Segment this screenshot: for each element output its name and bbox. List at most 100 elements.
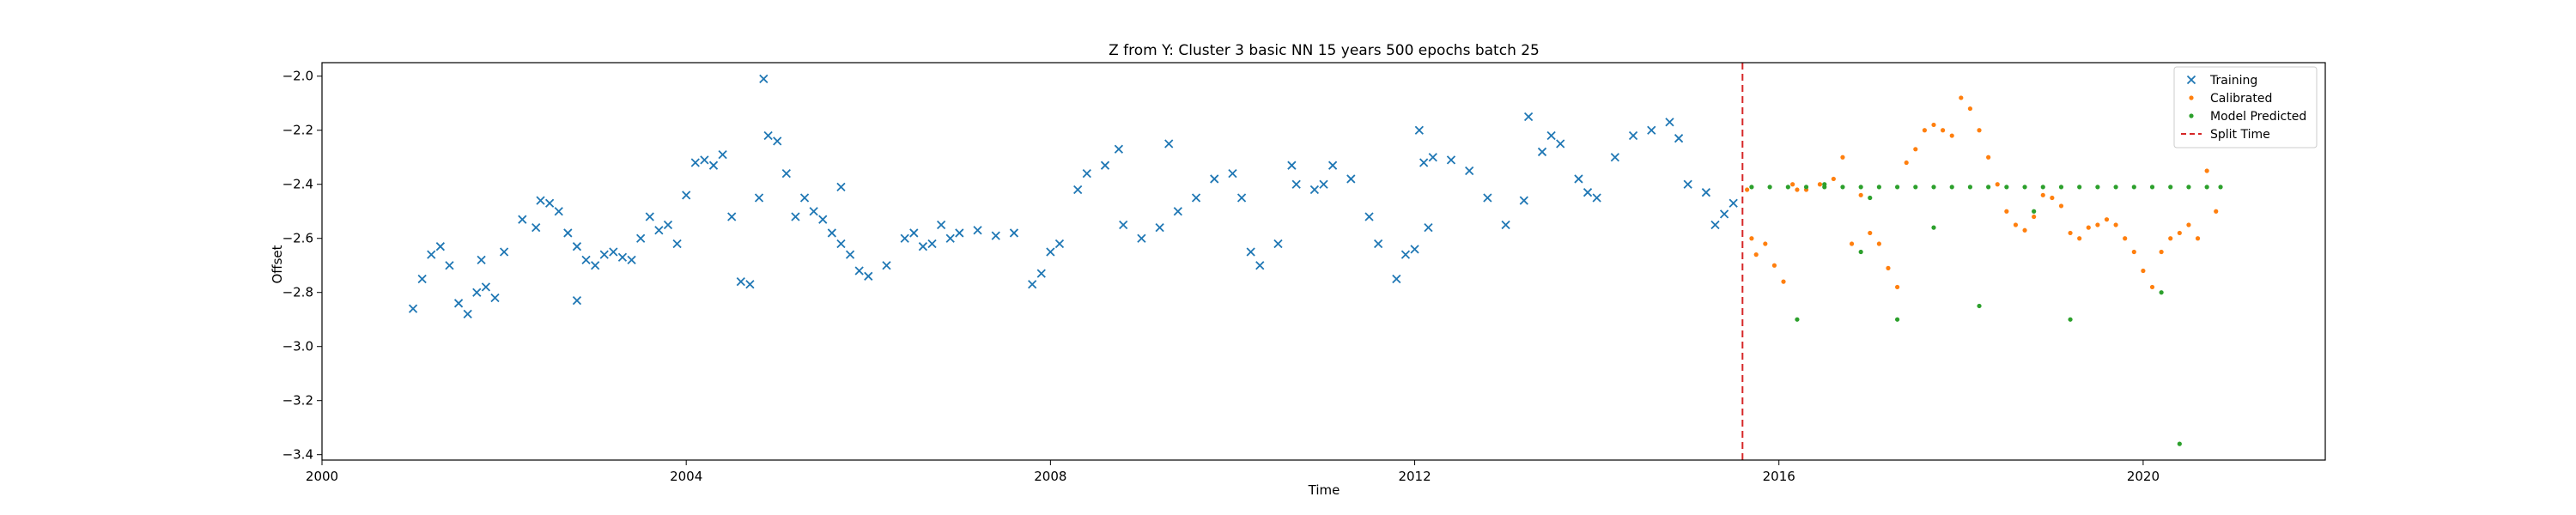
point-model-predicted [2058,185,2064,190]
point-training [1119,220,1128,230]
point-training [1628,130,1638,141]
point-training [918,242,928,251]
point-calibrated [1886,265,1891,270]
point-training [1191,193,1201,203]
point-training [1100,161,1110,170]
x-axis-ticks: 2000 2004 2008 2012 2016 2020 [306,460,2160,484]
point-training [809,207,818,216]
y-tick-label: −2.0 [283,69,313,84]
y-tick-label: −2.2 [283,123,313,138]
point-calibrated [1894,284,1900,290]
point-calibrated [2032,214,2037,220]
point-calibrated [2113,222,2118,227]
point-model-predicted [1795,317,1800,322]
point-training [445,261,454,270]
point-model-predicted [1822,182,1827,187]
legend-entry-model-predicted: Model Predicted [2189,110,2306,124]
point-model-predicted [2218,185,2223,190]
point-calibrated [1840,154,1845,160]
point-training [1173,207,1182,216]
point-model-predicted [1977,303,1982,309]
point-training [1414,125,1424,135]
y-tick-label: −3.0 [283,339,313,354]
point-training [727,212,737,221]
point-training [836,182,846,192]
x-tick-label: 2020 [2127,469,2160,484]
point-calibrated [2013,222,2019,227]
point-training [1546,130,1556,141]
point-calibrated [1858,192,1863,197]
point-training [1483,193,1492,203]
point-training [791,212,800,221]
point-training [1291,179,1301,189]
point-training [590,261,600,270]
point-model-predicted [1858,249,1863,255]
point-training [536,196,545,205]
point-model-predicted [2032,209,2037,214]
point-training [836,239,846,249]
point-model-predicted [1785,185,1790,190]
point-training [1082,168,1091,179]
point-training [973,226,982,235]
point-calibrated [1977,128,1982,133]
point-training [1246,247,1255,257]
legend-label: Model Predicted [2210,110,2306,124]
y-tick-label: −2.6 [283,231,313,246]
point-calibrated [2168,236,2173,241]
point-training [1574,174,1583,184]
point-calibrated [1790,182,1795,187]
x-tick-label: 2000 [306,469,338,484]
point-model-predicted [2095,185,2100,190]
point-training [736,276,745,287]
point-training [654,226,664,235]
point-training [1519,196,1528,205]
point-model-predicted [1967,185,1973,190]
point-training [754,193,764,203]
point-calibrated [2159,249,2164,255]
series-calibrated [1745,95,2219,290]
point-training [700,155,709,165]
point-training [1319,179,1328,189]
point-training [1255,261,1265,270]
x-tick-label: 2016 [1763,469,1795,484]
point-training [745,280,755,289]
point-training [827,228,836,238]
point-training [1309,185,1320,195]
point-training [1210,174,1219,184]
point-calibrated [2104,217,2110,222]
point-training [554,207,563,216]
point-training [472,288,482,297]
point-training [799,193,810,203]
point-training [1228,168,1237,179]
point-model-predicted [1949,185,1954,190]
chart-title: Z from Y: Cluster 3 basic NN 15 years 50… [1109,42,1540,59]
point-training [854,266,864,276]
point-calibrated [1817,182,1823,187]
point-training [599,250,609,259]
point-training [435,242,445,251]
point-training [818,215,828,224]
point-model-predicted [2204,185,2209,190]
point-model-predicted [1931,185,1936,190]
y-tick-label: −2.4 [283,177,313,192]
point-calibrated [2095,222,2100,227]
point-training [845,250,855,259]
point-calibrated [1849,241,1855,246]
point-training [1424,222,1433,233]
point-calibrated [2050,195,2055,201]
point-model-predicted [2113,185,2118,190]
point-training [581,255,591,265]
point-training [781,168,791,179]
series-model-predicted [1749,182,2223,446]
point-training [1392,274,1401,284]
point-model-predicted [1986,185,1991,190]
point-calibrated [2214,209,2219,214]
point-training [1400,250,1411,259]
point-training [1054,239,1065,249]
point-calibrated [1986,154,1991,160]
y-tick-label: −3.2 [283,393,313,409]
point-training [1701,188,1711,197]
point-calibrated [1781,279,1786,284]
point-training [1287,161,1297,170]
legend-marker [2186,75,2196,85]
